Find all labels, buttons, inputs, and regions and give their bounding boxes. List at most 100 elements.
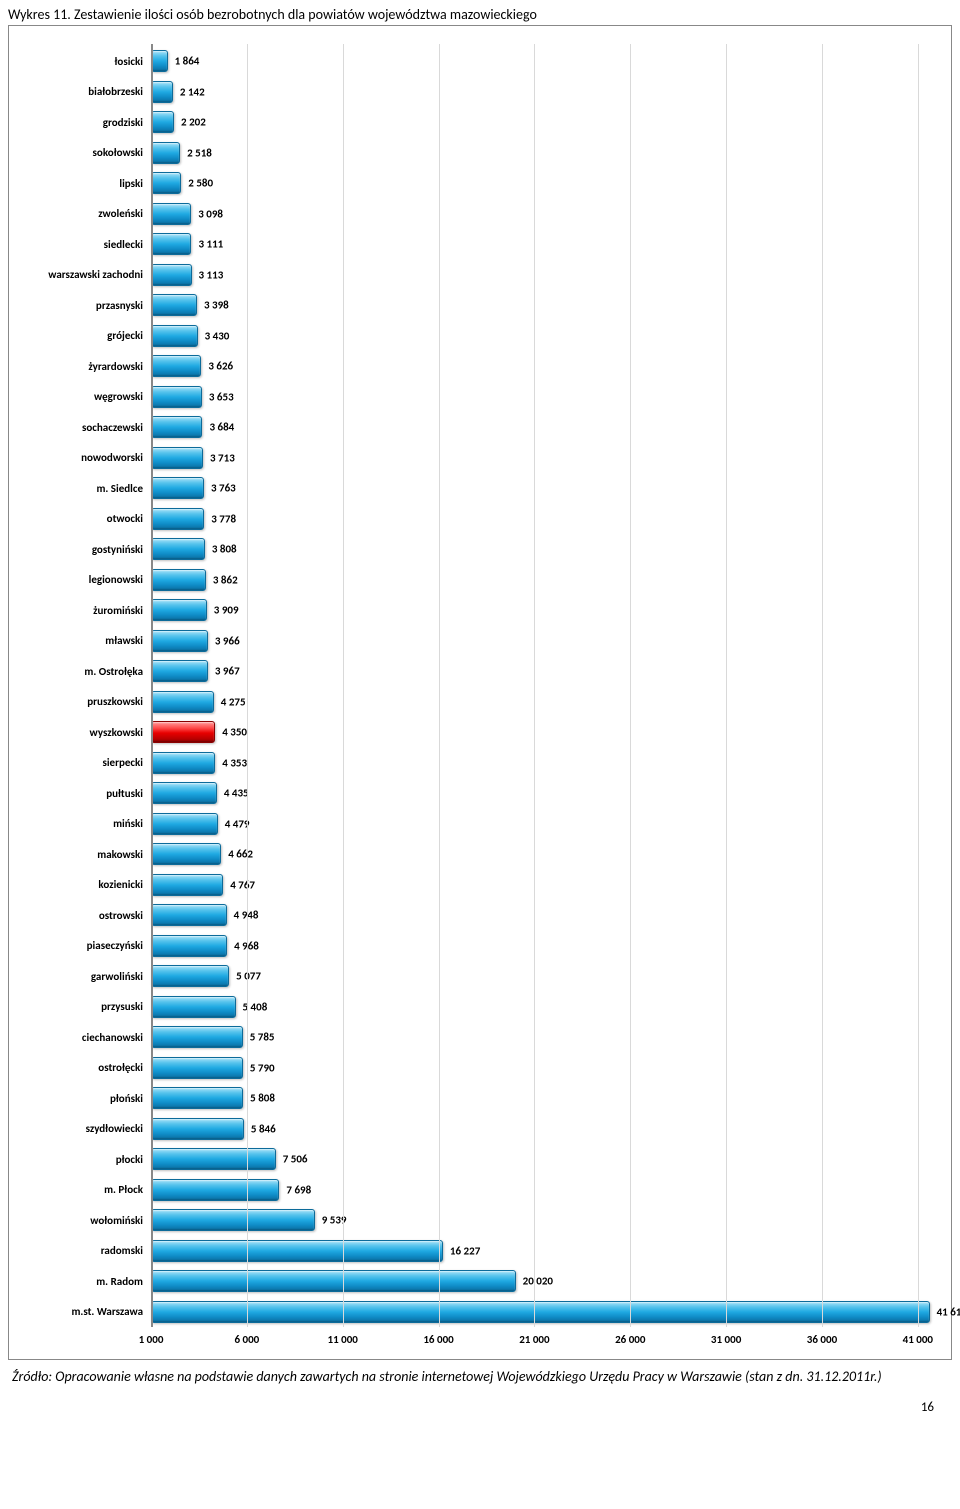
bar-track: 5 785: [151, 1022, 937, 1053]
bar-category-label: żuromiński: [23, 604, 151, 617]
bar-track: 5 077: [151, 961, 937, 992]
bar-category-label: łosicki: [23, 55, 151, 68]
x-axis-tick-label: 26 000: [615, 1333, 645, 1346]
bar-track: 4 767: [151, 870, 937, 901]
x-axis-tick-label: 41 000: [903, 1333, 933, 1346]
bar-track: 2 142: [151, 77, 937, 108]
bar-track: 3 684: [151, 412, 937, 443]
bar-track: 7 698: [151, 1175, 937, 1206]
bar-row: pułtuski4 435: [23, 778, 937, 809]
bar-category-label: węgrowski: [23, 390, 151, 403]
bar-value-label: 2 202: [173, 116, 206, 129]
bar-track: 5 846: [151, 1114, 937, 1145]
bar-track: 3 778: [151, 504, 937, 535]
bar: 3 778: [151, 508, 204, 530]
bar-category-label: radomski: [23, 1244, 151, 1257]
bar: 4 353: [151, 752, 215, 774]
bar-track: 3 626: [151, 351, 937, 382]
bar-category-label: nowodworski: [23, 451, 151, 464]
bar-category-label: białobrzeski: [23, 85, 151, 98]
bar-track: 3 909: [151, 595, 937, 626]
bar: 5 846: [151, 1118, 244, 1140]
bar: 5 077: [151, 965, 229, 987]
bar: 5 408: [151, 996, 236, 1018]
bar-track: 5 790: [151, 1053, 937, 1084]
bar-category-label: otwocki: [23, 512, 151, 525]
bar: 3 111: [151, 233, 191, 255]
x-axis-tick-label: 21 000: [519, 1333, 549, 1346]
bar-row: płoński5 808: [23, 1083, 937, 1114]
bar-value-label: 3 111: [190, 238, 223, 251]
x-axis-tick-label: 36 000: [807, 1333, 837, 1346]
bar: 4 767: [151, 874, 223, 896]
bar-row: ostrowski4 948: [23, 900, 937, 931]
bar: 3 398: [151, 294, 197, 316]
bar-value-label: 2 518: [179, 146, 212, 159]
bar: 3 684: [151, 416, 202, 438]
bar: 4 479: [151, 813, 218, 835]
bar-row: węgrowski3 653: [23, 382, 937, 413]
bar-category-label: sokołowski: [23, 146, 151, 159]
bar-row: mławski3 966: [23, 626, 937, 657]
bar-track: 4 662: [151, 839, 937, 870]
bar: 1 864: [151, 50, 168, 72]
bar-category-label: sierpecki: [23, 756, 151, 769]
bar-value-label: 5 808: [242, 1092, 275, 1105]
bar-value-label: 3 113: [191, 268, 224, 281]
page-number: 16: [0, 1386, 960, 1423]
bar-track: 9 539: [151, 1205, 937, 1236]
x-axis-tick-label: 11 000: [328, 1333, 358, 1346]
bar-row: sochaczewski3 684: [23, 412, 937, 443]
bar-row: kozienicki4 767: [23, 870, 937, 901]
bar-row: płocki7 506: [23, 1144, 937, 1175]
bar-row: nowodworski 3 713: [23, 443, 937, 474]
bar-row: ostrołęcki5 790: [23, 1053, 937, 1084]
bar-track: 4 948: [151, 900, 937, 931]
bar-row: sokołowski 2 518: [23, 138, 937, 169]
bar-row: wołomiński9 539: [23, 1205, 937, 1236]
bar: 41 613: [151, 1301, 930, 1323]
bar-value-label: 3 713: [202, 451, 235, 464]
bar-row: otwocki3 778: [23, 504, 937, 535]
bar-row: piaseczyński4 968: [23, 931, 937, 962]
bar: 5 808: [151, 1087, 243, 1109]
bar-value-label: 5 846: [243, 1122, 276, 1135]
bar-category-label: pułtuski: [23, 787, 151, 800]
bar-row: grodziski2 202: [23, 107, 937, 138]
bar-row: legionowski3 862: [23, 565, 937, 596]
x-axis-tick-label: 16 000: [423, 1333, 453, 1346]
bar-track: 7 506: [151, 1144, 937, 1175]
bar: 3 808: [151, 538, 205, 560]
bar-track: 4 353: [151, 748, 937, 779]
bar-category-label: lipski: [23, 177, 151, 190]
bar-track: 5 408: [151, 992, 937, 1023]
bar-value-label: 3 862: [205, 573, 238, 586]
bar-category-label: szydłowiecki: [23, 1122, 151, 1135]
bar-category-label: grójecki: [23, 329, 151, 342]
bar-track: 2 202: [151, 107, 937, 138]
bar-value-label: 4 275: [213, 695, 246, 708]
bar: 4 275: [151, 691, 214, 713]
bar-category-label: m. Radom: [23, 1275, 151, 1288]
bar-category-label: zwoleński: [23, 207, 151, 220]
bar: 5 790: [151, 1057, 243, 1079]
bar-track: 3 763: [151, 473, 937, 504]
bar-row: m. Płock7 698: [23, 1175, 937, 1206]
bar-value-label: 4 350: [214, 726, 247, 739]
bar-category-label: przysuski: [23, 1000, 151, 1013]
bar-row: lipski 2 580: [23, 168, 937, 199]
bar-row: makowski4 662: [23, 839, 937, 870]
x-axis: 1 0006 00011 00016 00021 00026 00031 000…: [23, 1333, 937, 1351]
bar: 7 506: [151, 1148, 276, 1170]
bar: 3 626: [151, 355, 201, 377]
bar-track: 3 111: [151, 229, 937, 260]
bar-value-label: 2 580: [180, 177, 213, 190]
bar-highlight: 4 350: [151, 721, 215, 743]
bar-category-label: żyrardowski: [23, 360, 151, 373]
bar-row: m. Siedlce3 763: [23, 473, 937, 504]
bar-value-label: 4 353: [214, 756, 247, 769]
bar: 2 142: [151, 81, 173, 103]
chart-frame: łosicki1 864białobrzeski2 142 grodziski2 …: [8, 25, 952, 1360]
bar-category-label: mławski: [23, 634, 151, 647]
bar-category-label: makowski: [23, 848, 151, 861]
